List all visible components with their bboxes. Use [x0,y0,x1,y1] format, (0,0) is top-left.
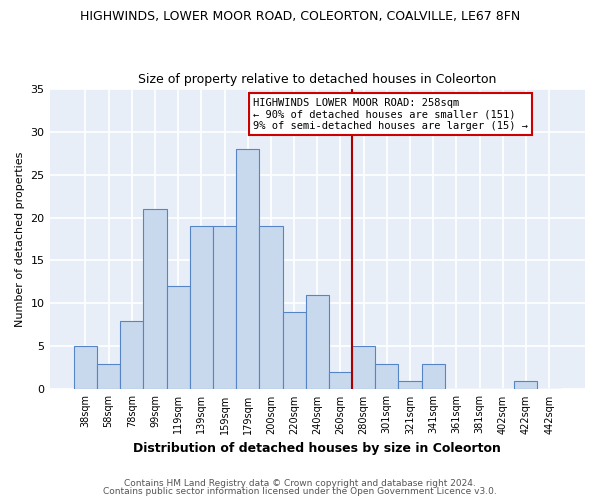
Bar [74,346,97,390]
Text: HIGHWINDS, LOWER MOOR ROAD, COLEORTON, COALVILLE, LE67 8FN: HIGHWINDS, LOWER MOOR ROAD, COLEORTON, C… [80,10,520,23]
Bar [305,295,329,390]
Bar [190,226,213,390]
Text: HIGHWINDS LOWER MOOR ROAD: 258sqm
← 90% of detached houses are smaller (151)
9% : HIGHWINDS LOWER MOOR ROAD: 258sqm ← 90% … [253,98,528,131]
Bar [375,364,398,390]
Title: Size of property relative to detached houses in Coleorton: Size of property relative to detached ho… [138,73,496,86]
Text: Contains HM Land Registry data © Crown copyright and database right 2024.: Contains HM Land Registry data © Crown c… [124,478,476,488]
Bar [329,372,352,390]
Bar [120,320,143,390]
Bar [283,312,305,390]
Bar [398,381,422,390]
Bar [143,209,167,390]
Y-axis label: Number of detached properties: Number of detached properties [15,152,25,326]
Bar [259,226,283,390]
Bar [97,364,120,390]
Bar [514,381,538,390]
Bar [352,346,375,390]
Bar [236,148,259,390]
X-axis label: Distribution of detached houses by size in Coleorton: Distribution of detached houses by size … [133,442,501,455]
Text: Contains public sector information licensed under the Open Government Licence v3: Contains public sector information licen… [103,487,497,496]
Bar [422,364,445,390]
Bar [213,226,236,390]
Bar [167,286,190,390]
